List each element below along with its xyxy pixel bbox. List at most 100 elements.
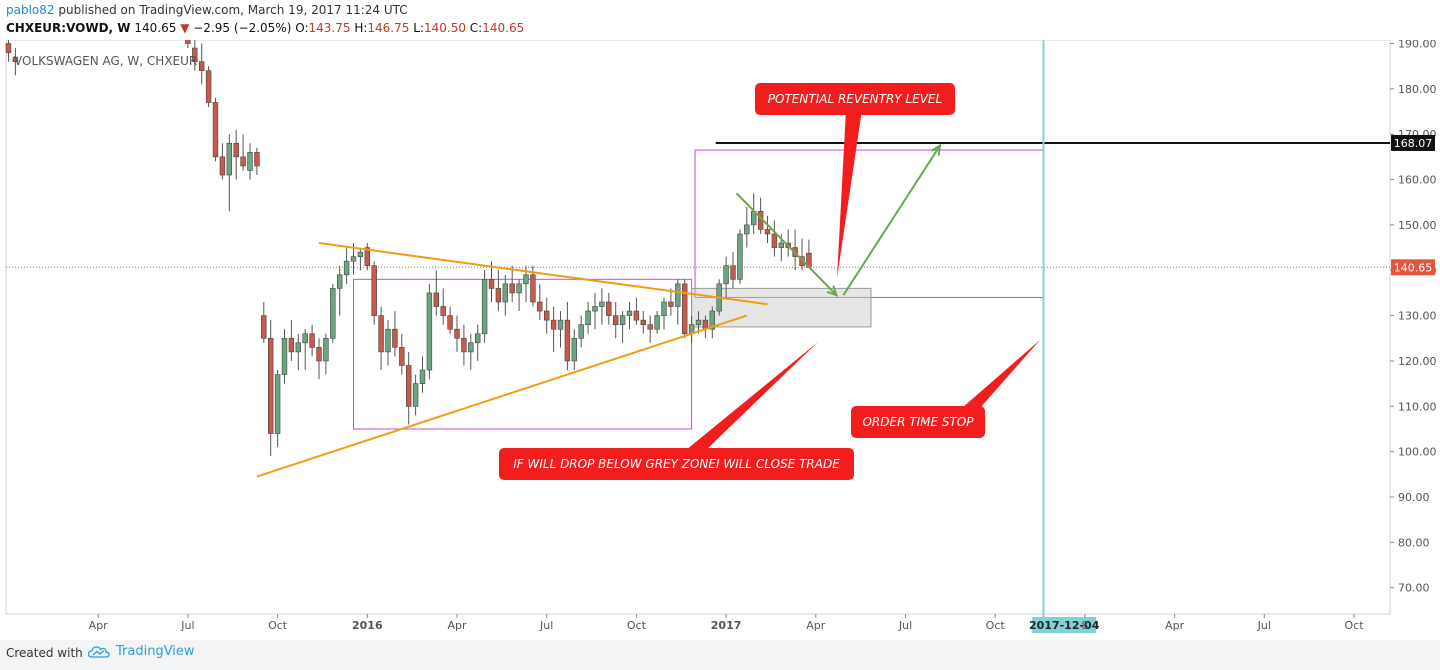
candle-body-up — [385, 328, 391, 353]
candle — [550, 306, 557, 352]
candle-body-down — [12, 56, 19, 62]
publish-header: pablo82 published on TradingView.com, Ma… — [6, 3, 408, 17]
candle — [385, 320, 391, 366]
candle-body-down — [681, 283, 688, 335]
callout-pointer — [686, 342, 818, 450]
candle — [433, 270, 439, 316]
candle — [771, 220, 778, 257]
low-label: L: — [413, 21, 424, 35]
candle-body-down — [371, 265, 377, 316]
candle-body-up — [723, 265, 729, 285]
candle-body-up — [585, 310, 591, 325]
candle — [730, 252, 736, 289]
x-tick-label: Oct — [986, 619, 1006, 632]
candle — [226, 134, 232, 212]
candle — [426, 283, 433, 380]
candle-body-up — [778, 242, 785, 248]
candle-body-down — [316, 347, 322, 362]
candle-body-down — [192, 47, 198, 62]
candle — [723, 256, 729, 298]
candle — [509, 265, 515, 302]
down-arrow — [735, 192, 839, 297]
price-tag-label: 140.65 — [1394, 261, 1433, 274]
candle-body-up — [626, 310, 633, 316]
candle-body-down — [537, 301, 543, 312]
candle-body-up — [330, 288, 336, 339]
axes: 190.00180.00170.00160.00150.00140.00130.… — [89, 40, 1437, 633]
price-chart[interactable]: POTENTIAL REVENTRY LEVEL IF WILL DROP BEL… — [0, 40, 1440, 640]
callout-box — [755, 83, 955, 115]
x-tick-label: 8 — [1081, 619, 1088, 632]
author-link[interactable]: pablo82 — [6, 3, 55, 17]
y-tick-label: 160.00 — [1398, 174, 1437, 187]
plot-border — [5, 40, 1391, 615]
candle-body-up — [523, 274, 529, 285]
candle — [537, 283, 543, 321]
candle — [543, 297, 550, 334]
x-tick-label: Oct — [268, 619, 288, 632]
candle — [461, 324, 467, 366]
open-label: O: — [295, 21, 309, 35]
y-tick-label: 120.00 — [1398, 355, 1437, 368]
candle — [578, 315, 584, 348]
candle-body-down — [233, 142, 239, 158]
high-label: H: — [354, 21, 368, 35]
candle — [309, 324, 315, 357]
up-arrow — [842, 143, 942, 296]
candle — [764, 215, 771, 244]
arrow-head — [826, 285, 839, 297]
candle-body-down — [199, 61, 205, 72]
tradingview-link[interactable]: TradingView — [88, 644, 195, 659]
candle — [281, 329, 288, 384]
candle-body-up — [654, 315, 660, 330]
candle-body-down — [219, 156, 226, 176]
candle-body-down — [364, 247, 370, 267]
callout-grey-zone: IF WILL DROP BELOW GREY ZONEI WILL CLOSE… — [499, 342, 854, 480]
candle — [502, 274, 508, 316]
candle — [330, 283, 336, 343]
x-tick-label: Apr — [806, 619, 826, 632]
candle-body-up — [274, 374, 281, 434]
y-tick-label: 130.00 — [1398, 310, 1437, 323]
x-tick-label: Apr — [89, 619, 109, 632]
publish-info: published on TradingView.com, March 19, … — [58, 3, 408, 17]
candle — [481, 270, 488, 343]
candle-body-up — [426, 292, 433, 371]
candle — [557, 311, 564, 348]
y-tick-label: 90.00 — [1398, 491, 1430, 504]
last-price: 140.65 — [134, 21, 177, 35]
candle-body-down — [440, 306, 446, 316]
callout-pointer — [962, 340, 1040, 408]
candle — [254, 147, 260, 176]
price-tag-box — [1391, 134, 1435, 151]
candle-body-up — [281, 337, 288, 375]
candle-body-down — [550, 319, 557, 330]
y-tick-label: 80.00 — [1398, 536, 1430, 549]
time-stop-date-box — [1032, 617, 1097, 633]
candle — [316, 338, 322, 380]
lower-trend-line — [256, 314, 748, 478]
candle-body-up — [592, 306, 598, 312]
candle — [647, 315, 653, 343]
candle — [737, 229, 743, 284]
high-value: 146.75 — [367, 21, 410, 35]
x-tick-label: Jul — [180, 619, 194, 632]
candle — [681, 279, 688, 339]
candle — [564, 301, 571, 371]
candle — [592, 292, 598, 330]
candle-body-down — [399, 347, 405, 366]
candle-body-down — [606, 301, 612, 316]
callout-text: POTENTIAL REVENTRY LEVEL — [768, 92, 942, 106]
candle — [302, 329, 308, 371]
candle — [205, 66, 212, 107]
candle-body-up — [468, 342, 474, 353]
candle — [295, 333, 301, 371]
y-tick-label: 110.00 — [1398, 400, 1437, 413]
candle-body-up — [599, 301, 605, 307]
candle — [495, 270, 502, 312]
callout-text: IF WILL DROP BELOW GREY ZONEI WILL CLOSE… — [513, 457, 840, 471]
candle-body-down — [488, 279, 495, 289]
candle — [274, 370, 281, 448]
candle — [799, 238, 805, 271]
candle-body-up — [737, 233, 743, 280]
